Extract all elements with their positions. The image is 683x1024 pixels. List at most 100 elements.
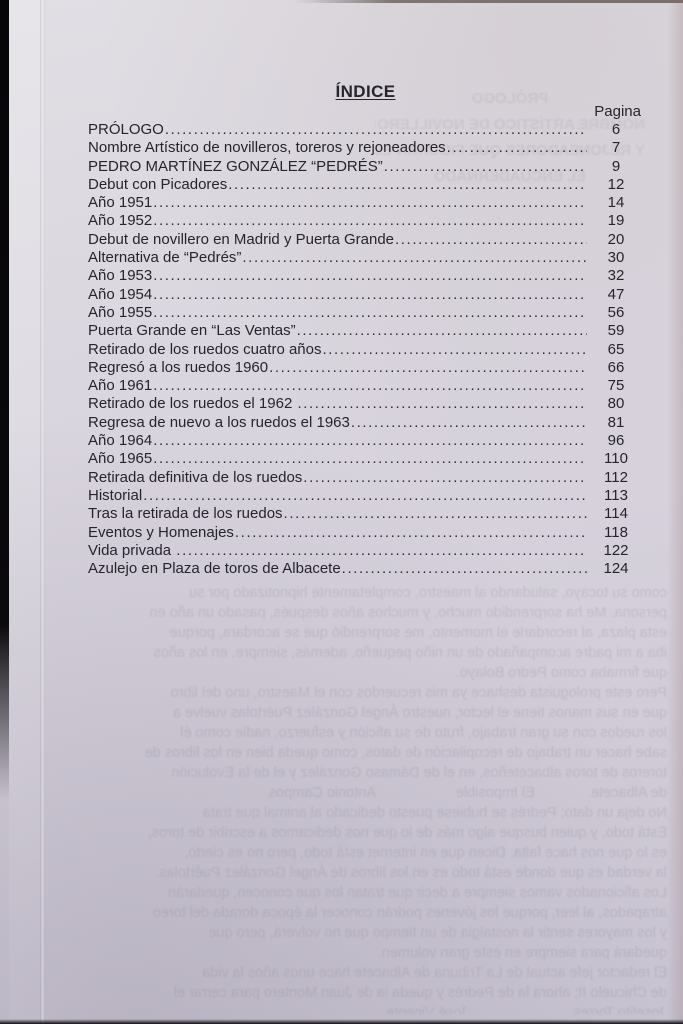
dotted-leader (342, 560, 587, 578)
toc-entry-label: Año 1953 (88, 267, 153, 285)
toc-entry-label: Regresa de nuevo a los ruedos el 1963 (88, 413, 350, 431)
page-title: ÍNDICE (335, 82, 396, 101)
ghost-line: toreros de toros albaceteños, en el de D… (171, 765, 667, 781)
toc-entry-page-number: 80 (607, 395, 625, 413)
toc-row: Alternativa de “Pedrés” 30 (88, 249, 643, 267)
photo-edge-top (295, 0, 683, 3)
dotted-leader (297, 322, 587, 340)
dotted-leader (297, 395, 587, 413)
toc-entry-page-number: 113 (604, 486, 628, 504)
paper-crease (40, 0, 45, 1024)
ghost-line: iba a mi padre acompañado de un niño peq… (153, 645, 667, 661)
dotted-leader (351, 414, 587, 432)
photo-edge-bottom (0, 1019, 683, 1024)
dotted-leader (153, 377, 587, 395)
toc-row: Debut con Picadores 12 (88, 176, 643, 194)
toc-entry-label: Año 1965 (88, 450, 153, 468)
ghost-line: No deja un dato; Pedrés se hubiese puest… (202, 805, 667, 821)
toc-entry-label: Retirado de los ruedos el 1962 (88, 395, 297, 413)
ghost-line: esta plaza, al recordarle el momento, me… (169, 625, 667, 641)
dotted-leader (153, 304, 587, 322)
ghost-line: Pero este prologuista deshace ya mis rec… (170, 685, 668, 701)
photo-edge-left (0, 0, 9, 800)
ghost-bleedthrough-paragraphs: como su tocayo, saludando al maestro, co… (28, 583, 667, 1014)
toc-entry-label: Tras la retirada de los ruedos (88, 505, 283, 523)
toc-entry-page-number: 56 (607, 303, 625, 321)
toc-entry-page-number: 124 (603, 560, 629, 578)
toc-entry-label: Retirado de los ruedos cuatro años (88, 340, 322, 358)
toc-row: Año 1961 75 (88, 377, 643, 395)
toc-row: Retirado de los ruedos el 1962 80 (88, 395, 643, 413)
dotted-leader (322, 341, 587, 359)
dotted-leader (447, 139, 587, 157)
dotted-leader (153, 212, 587, 230)
ghost-line: y los mayores sentir la nostalgia de un … (208, 925, 667, 941)
toc-entry-label: PEDRO MARTÍNEZ GONZÁLEZ “PEDRÉS” (88, 157, 383, 175)
toc-entry-page-number: 9 (611, 157, 621, 175)
toc-entry-label: Año 1952 (88, 212, 153, 230)
toc-entry-page-number: 47 (607, 285, 625, 303)
page-column-header: Pagina (594, 103, 641, 120)
ghost-line: de Chicuelo II; ahora la de Pedrés y que… (173, 985, 667, 1001)
dotted-leader (176, 542, 587, 560)
toc-list: PRÓLOGO 6 Nombre Artístico de novilleros… (88, 121, 643, 578)
dotted-leader (165, 121, 587, 139)
toc-row: Regresa de nuevo a los ruedos el 1963 81 (88, 414, 643, 432)
ghost-line: quedará para siempre en este gran volume… (377, 945, 667, 961)
dotted-leader (384, 158, 587, 176)
toc-row: Puerta Grande en “Las Ventas” 59 (88, 322, 643, 340)
toc-entry-label: Eventos y Homenajes (88, 523, 234, 541)
dotted-leader (395, 231, 587, 249)
toc-entry-label: Vida privada (88, 541, 176, 559)
toc-entry-page-number: 19 (607, 212, 625, 230)
toc-entry-page-number: 7 (611, 139, 621, 157)
ghost-line: es lo que nos hace falta. Dicen que en i… (184, 845, 667, 861)
toc-entry-label: Regresó a los ruedos 1960 (88, 358, 269, 376)
paper-left-band (9, 0, 40, 1024)
toc-row: Vida privada 122 (88, 542, 643, 560)
photo-edge-right (667, 0, 683, 1024)
dotted-leader (153, 267, 587, 285)
toc-entry-page-number: 110 (604, 450, 628, 468)
toc-entry-label: Debut de novillero en Madrid y Puerta Gr… (88, 230, 395, 248)
toc-entry-page-number: 114 (604, 505, 628, 523)
toc-entry-label: Año 1961 (88, 377, 153, 395)
toc-entry-page-number: 14 (607, 194, 625, 212)
toc-entry-page-number: 66 (607, 358, 625, 376)
dotted-leader (303, 469, 587, 487)
toc-row: Año 1954 47 (88, 286, 643, 304)
toc-entry-label: Puerta Grande en “Las Ventas” (88, 322, 296, 340)
ghost-line: que firmaba como Pedro Bolayo. (455, 665, 667, 681)
toc-entry-page-number: 112 (604, 468, 628, 486)
dotted-leader (153, 432, 587, 450)
toc-content: ÍNDICE Pagina PRÓLOGO 6 Nombre Artístico… (88, 82, 643, 578)
ghost-line: que en sus manos tiene el lector, nuestr… (172, 705, 667, 721)
toc-entry-page-number: 75 (607, 377, 625, 395)
dotted-leader (143, 487, 587, 505)
toc-row: Año 1965 110 (88, 450, 643, 468)
toc-row: PRÓLOGO 6 (88, 121, 643, 139)
toc-row: Historial 113 (88, 487, 643, 505)
dotted-leader (153, 450, 587, 468)
toc-entry-label: Año 1951 (88, 194, 153, 212)
toc-entry-label: Retirada definitiva de los ruedos (88, 468, 303, 486)
toc-entry-page-number: 59 (607, 322, 625, 340)
toc-row: Debut de novillero en Madrid y Puerta Gr… (88, 231, 643, 249)
toc-entry-page-number: 20 (607, 230, 625, 248)
ghost-line: sabe hacer un trabajo de recopilación de… (144, 745, 667, 761)
toc-entry-page-number: 6 (611, 121, 621, 138)
toc-entry-page-number: 118 (604, 523, 628, 541)
dotted-leader (235, 524, 587, 542)
toc-row: Nombre Artístico de novilleros, toreros … (88, 139, 643, 157)
toc-row: Retirada definitiva de los ruedos 112 (88, 469, 643, 487)
ghost-line: de Albacete. El Imposible Antonio Campos (268, 785, 667, 801)
toc-row: Regresó a los ruedos 1960 66 (88, 359, 643, 377)
dotted-leader (153, 286, 587, 304)
toc-entry-page-number: 96 (607, 432, 625, 450)
ghost-line: persona. Me ha sorprendido mucho, y much… (149, 605, 667, 621)
ghost-line: como su tocayo, saludando al maestro, co… (189, 585, 667, 601)
toc-entry-label: Año 1954 (88, 285, 153, 303)
ghost-line: El redactor jefe actual de La Tribuna de… (201, 965, 667, 981)
toc-row: Año 1964 96 (88, 432, 643, 450)
